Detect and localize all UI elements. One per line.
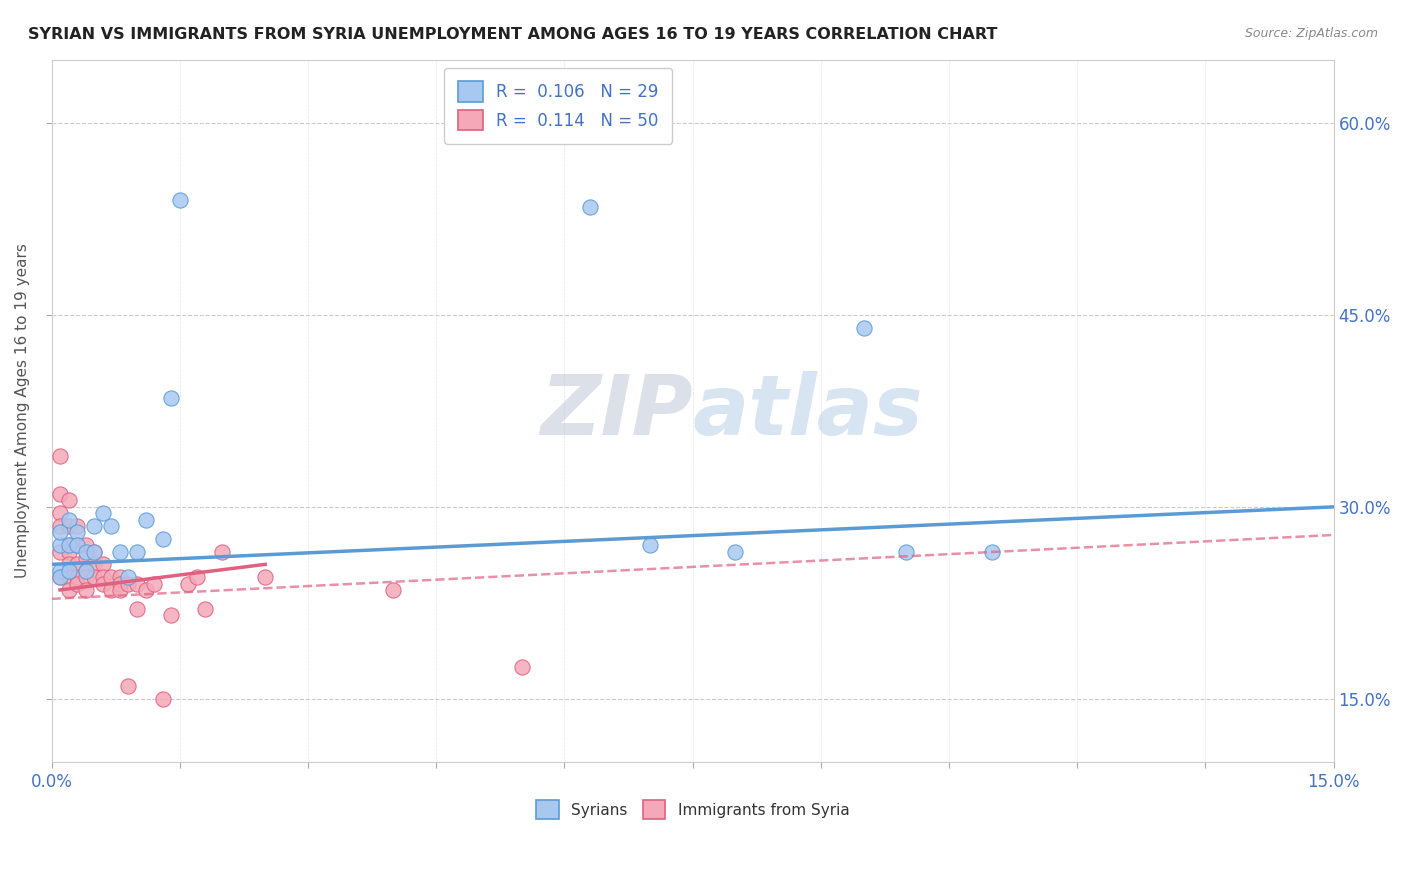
Point xyxy=(66,519,89,533)
Point xyxy=(58,544,80,558)
Point xyxy=(160,391,183,405)
Point xyxy=(58,558,80,572)
Point xyxy=(49,487,72,501)
Text: atlas: atlas xyxy=(693,370,924,451)
Point xyxy=(108,576,131,591)
Point xyxy=(58,538,80,552)
Point xyxy=(66,576,89,591)
Point xyxy=(83,544,105,558)
Point xyxy=(83,558,105,572)
Legend: Syrians, Immigrants from Syria: Syrians, Immigrants from Syria xyxy=(530,794,855,825)
Point xyxy=(66,558,89,572)
Point xyxy=(83,519,105,533)
Point xyxy=(91,506,114,520)
Point xyxy=(58,538,80,552)
Point xyxy=(75,582,97,597)
Point xyxy=(382,582,405,597)
Point xyxy=(49,506,72,520)
Point xyxy=(125,544,148,558)
Point xyxy=(852,321,875,335)
Point xyxy=(108,582,131,597)
Text: Source: ZipAtlas.com: Source: ZipAtlas.com xyxy=(1244,27,1378,40)
Point xyxy=(194,602,217,616)
Point xyxy=(143,576,166,591)
Point xyxy=(169,193,191,207)
Point xyxy=(100,570,122,584)
Point xyxy=(58,570,80,584)
Point xyxy=(254,570,277,584)
Point xyxy=(117,679,139,693)
Point xyxy=(135,513,157,527)
Point xyxy=(66,570,89,584)
Point xyxy=(100,519,122,533)
Point xyxy=(91,558,114,572)
Point xyxy=(49,525,72,540)
Point xyxy=(117,576,139,591)
Point xyxy=(152,691,174,706)
Point xyxy=(75,570,97,584)
Point xyxy=(49,570,72,584)
Point xyxy=(75,564,97,578)
Point xyxy=(66,538,89,552)
Point xyxy=(510,659,533,673)
Point xyxy=(66,525,89,540)
Point xyxy=(108,570,131,584)
Point xyxy=(83,544,105,558)
Point xyxy=(91,576,114,591)
Point xyxy=(135,582,157,597)
Point xyxy=(100,582,122,597)
Point xyxy=(211,544,233,558)
Point xyxy=(58,564,80,578)
Point xyxy=(108,544,131,558)
Point xyxy=(83,570,105,584)
Point xyxy=(117,570,139,584)
Point xyxy=(160,608,183,623)
Point xyxy=(896,544,918,558)
Point xyxy=(980,544,1002,558)
Point xyxy=(75,551,97,566)
Point xyxy=(49,538,72,552)
Point xyxy=(49,519,72,533)
Point xyxy=(152,532,174,546)
Point xyxy=(58,582,80,597)
Point xyxy=(125,602,148,616)
Point xyxy=(177,576,200,591)
Point xyxy=(49,544,72,558)
Point xyxy=(75,564,97,578)
Point xyxy=(58,519,80,533)
Point xyxy=(75,544,97,558)
Point xyxy=(724,544,747,558)
Point xyxy=(58,513,80,527)
Y-axis label: Unemployment Among Ages 16 to 19 years: Unemployment Among Ages 16 to 19 years xyxy=(15,244,30,578)
Point xyxy=(1024,768,1046,782)
Point xyxy=(58,493,80,508)
Text: SYRIAN VS IMMIGRANTS FROM SYRIA UNEMPLOYMENT AMONG AGES 16 TO 19 YEARS CORRELATI: SYRIAN VS IMMIGRANTS FROM SYRIA UNEMPLOY… xyxy=(28,27,997,42)
Point xyxy=(75,538,97,552)
Point xyxy=(638,538,661,552)
Point xyxy=(49,449,72,463)
Text: ZIP: ZIP xyxy=(540,370,693,451)
Point xyxy=(49,570,72,584)
Point xyxy=(91,570,114,584)
Point xyxy=(339,768,361,782)
Point xyxy=(49,564,72,578)
Point xyxy=(125,576,148,591)
Point xyxy=(579,200,602,214)
Point xyxy=(66,538,89,552)
Point xyxy=(186,570,208,584)
